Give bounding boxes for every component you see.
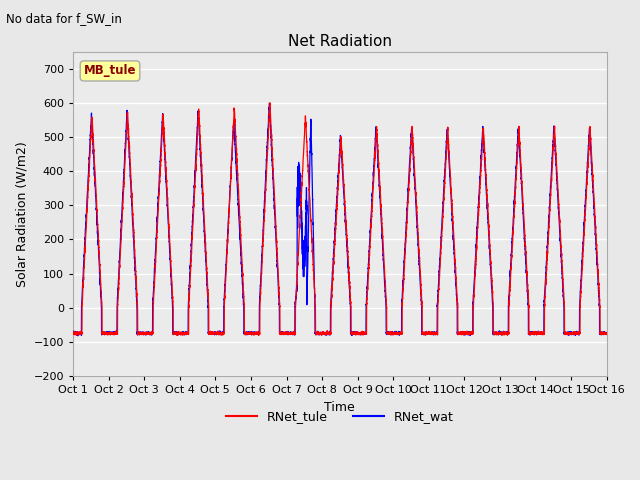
Text: MB_tule: MB_tule — [84, 64, 136, 77]
Y-axis label: Solar Radiation (W/m2): Solar Radiation (W/m2) — [15, 141, 28, 287]
Legend: RNet_tule, RNet_wat: RNet_tule, RNet_wat — [221, 405, 459, 428]
Title: Net Radiation: Net Radiation — [288, 34, 392, 49]
X-axis label: Time: Time — [324, 400, 355, 413]
Text: No data for f_SW_in: No data for f_SW_in — [6, 12, 122, 25]
